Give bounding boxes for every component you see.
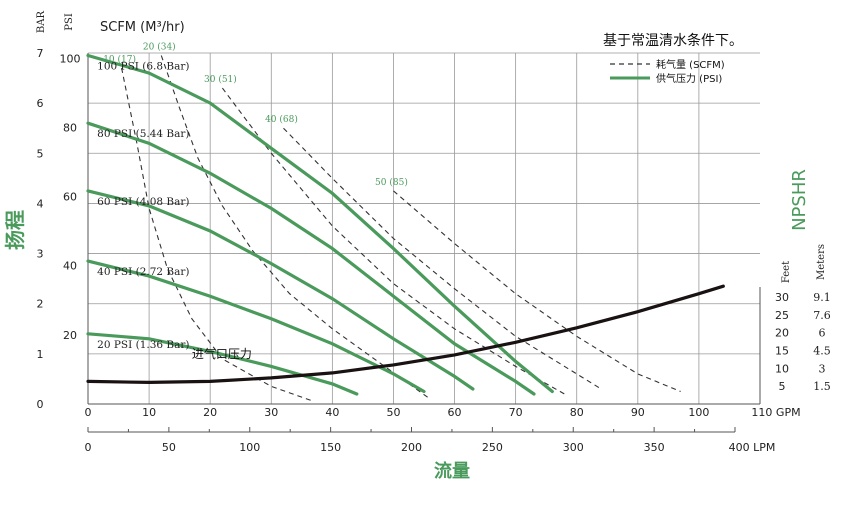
- psi-tick-label: 60: [63, 191, 77, 204]
- psi-tick-label: 80: [63, 121, 77, 134]
- lpm-tick-label: 350: [644, 441, 665, 454]
- air-consumption-curve: [221, 87, 565, 395]
- bar-tick-label: 3: [37, 248, 44, 261]
- gpm-tick-label: 10: [142, 406, 156, 419]
- lpm-tick-label: 150: [320, 441, 341, 454]
- air-consumption-label: 50 (85): [375, 177, 408, 188]
- gpm-tick-label: 50: [386, 406, 400, 419]
- npshr-feet-tick-label: 25: [775, 309, 789, 322]
- psi-axis-title: PSI: [64, 13, 75, 31]
- gpm-tick-label: 80: [570, 406, 584, 419]
- bar-tick-label: 7: [37, 47, 44, 60]
- x-axis-title: 流量: [434, 460, 470, 482]
- pressure-curve-label: 40 PSI (2.72 Bar): [97, 266, 189, 278]
- air-consumption-label: 20 (34): [143, 42, 176, 53]
- npshr-meters-tick-label: 4.5: [813, 345, 831, 358]
- pressure-curve-label: 20 PSI (1.36 Bar): [97, 339, 189, 351]
- psi-tick-label: 40: [63, 260, 77, 273]
- gpm-tick-label: 30: [264, 406, 278, 419]
- lpm-tick-label: 50: [162, 441, 176, 454]
- psi-tick-label: 100: [60, 52, 81, 65]
- npshr-feet-tick-label: 10: [775, 362, 789, 375]
- air-consumption-curve: [283, 127, 602, 390]
- npshr-meters-tick-label: 7.6: [813, 309, 831, 322]
- bar-tick-label: 1: [37, 348, 44, 361]
- npshr-feet-tick-label: 15: [775, 345, 789, 358]
- air-inlet-pressure-label: 进气口压力: [192, 346, 252, 361]
- bar-tick-label: 5: [37, 147, 44, 160]
- lpm-tick-label: 0: [85, 441, 92, 454]
- pressure-curve-label: 80 PSI (5.44 Bar): [97, 128, 189, 140]
- gpm-unit-label: 110 GPM: [751, 406, 800, 419]
- condition-note: 基于常温清水条件下。: [603, 32, 743, 49]
- npshr-curve: [86, 284, 725, 385]
- npshr-meters-title: Meters: [816, 244, 827, 280]
- bar-axis-title: BAR: [36, 10, 47, 33]
- lpm-tick-label: 100: [239, 441, 260, 454]
- lpm-unit-label: 400 LPM: [729, 441, 776, 454]
- lpm-tick-label: 200: [401, 441, 422, 454]
- gpm-tick-label: 90: [631, 406, 645, 419]
- air-consumption-curve: [393, 190, 681, 393]
- scfm-title: SCFM (M³/hr): [100, 20, 185, 35]
- npshr-meters-tick-label: 3: [819, 362, 826, 375]
- npshr-title: NPSHR: [789, 169, 810, 231]
- air-consumption-curve: [160, 55, 431, 400]
- y-axis-title: 扬程: [3, 210, 27, 250]
- bar-tick-label: 4: [37, 197, 44, 210]
- pressure-curve: [86, 189, 475, 391]
- air-consumption-label: 40 (68): [265, 114, 298, 125]
- pressure-curve-label: 60 PSI (4.08 Bar): [97, 196, 189, 208]
- lpm-tick-label: 300: [563, 441, 584, 454]
- gpm-tick-label: 100: [688, 406, 709, 419]
- pressure-curve: [86, 53, 554, 394]
- npshr-feet-title: Feet: [781, 261, 792, 283]
- npshr-meters-tick-label: 9.1: [813, 291, 831, 304]
- bar-tick-label: 0: [37, 398, 44, 411]
- pressure-curve-label: 100 PSI (6.8 Bar): [97, 61, 189, 73]
- lpm-tick-label: 250: [482, 441, 503, 454]
- npshr-feet-tick-label: 30: [775, 291, 789, 304]
- npshr-meters-tick-label: 1.5: [813, 380, 831, 393]
- pressure-curve: [86, 259, 426, 394]
- psi-tick-label: 20: [63, 329, 77, 342]
- gpm-tick-label: 40: [325, 406, 339, 419]
- gpm-tick-label: 70: [509, 406, 523, 419]
- legend-pressure-label: 供气压力 (PSI): [656, 72, 722, 85]
- npshr-meters-tick-label: 6: [819, 327, 826, 340]
- legend-air-label: 耗气量 (SCFM): [656, 58, 725, 71]
- npshr-feet-tick-label: 5: [779, 380, 786, 393]
- bar-tick-label: 6: [37, 97, 44, 110]
- gpm-tick-label: 20: [203, 406, 217, 419]
- pressure-curve: [86, 121, 536, 396]
- npshr-feet-tick-label: 20: [775, 327, 789, 340]
- air-consumption-label: 30 (51): [204, 74, 237, 85]
- gpm-tick-label: 0: [85, 406, 92, 419]
- bar-tick-label: 2: [37, 298, 44, 311]
- gpm-tick-label: 60: [448, 406, 462, 419]
- air-consumption-label: 10 (17): [103, 54, 136, 65]
- pressure-curve: [86, 332, 359, 396]
